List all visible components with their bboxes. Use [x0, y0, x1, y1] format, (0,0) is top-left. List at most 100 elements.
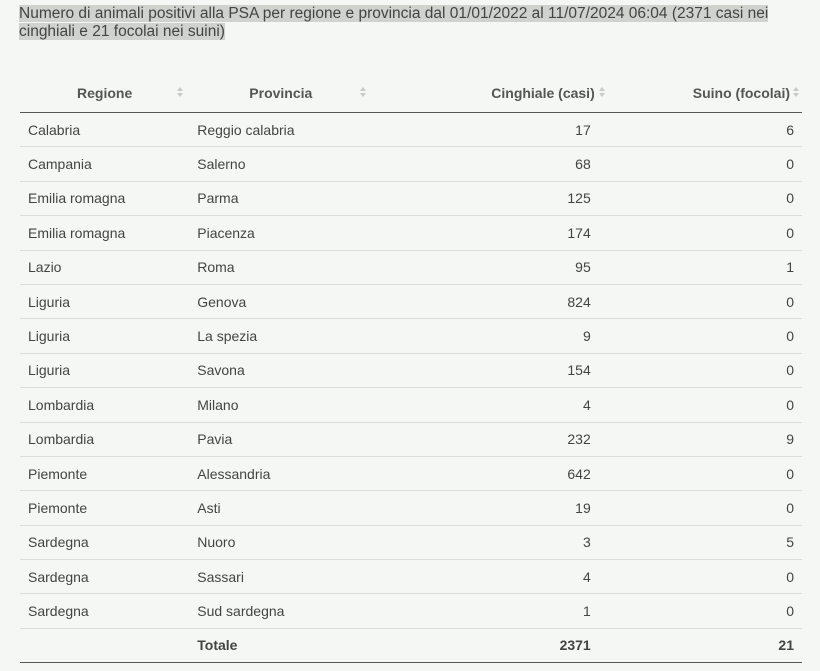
table-row: Calabria Reggio calabria 17 6: [20, 112, 802, 148]
table-row: Emilia romagna Piacenza 174 0: [20, 215, 802, 251]
table-row: Liguria La spezia 9 0: [20, 318, 802, 354]
table-header: Regione Provincia Cinghiale (casi) Suino…: [20, 74, 802, 113]
header-row: Regione Provincia Cinghiale (casi) Suino…: [20, 74, 802, 113]
cell-provincia: Parma: [189, 181, 373, 217]
cell-regione: Liguria: [20, 318, 190, 354]
cell-provincia: Reggio calabria: [189, 112, 373, 148]
cell-regione: Lombardia: [20, 422, 190, 457]
cell-regione: Liguria: [20, 284, 190, 320]
cell-suino: 0: [610, 490, 802, 526]
cell-cinghiale: 174: [372, 215, 611, 251]
header-regione[interactable]: Regione: [20, 74, 190, 113]
cell-regione: Sardegna: [20, 593, 190, 629]
cell-suino: 0: [610, 593, 802, 629]
cell-cinghiale: 1: [372, 593, 611, 629]
table-row: Lazio Roma 95 1: [20, 250, 802, 285]
sort-provincia-icon[interactable]: [360, 86, 368, 100]
header-suino-label: Suino (focolai): [692, 85, 790, 101]
cell-provincia: Sud sardegna: [189, 593, 373, 629]
cell-provincia: Alessandria: [189, 456, 373, 492]
cell-provincia: Asti: [189, 490, 373, 526]
header-cinghiale-label: Cinghiale (casi): [491, 85, 595, 101]
cell-regione: Piemonte: [20, 456, 190, 492]
cell-cinghiale: 9: [372, 318, 611, 354]
table-row: Sardegna Nuoro 3 5: [20, 525, 802, 561]
table-footer: Totale 2371 21: [20, 627, 802, 663]
cell-suino: 0: [610, 215, 802, 251]
cell-suino: 0: [610, 181, 802, 217]
cell-regione: Sardegna: [20, 525, 190, 561]
cell-regione: Campania: [20, 146, 190, 182]
cell-cinghiale: 68: [372, 146, 611, 182]
cell-cinghiale: 4: [372, 387, 611, 423]
cell-regione: Sardegna: [20, 559, 190, 595]
cell-cinghiale: 642: [372, 456, 611, 492]
cell-cinghiale: 232: [372, 422, 611, 457]
table-row: Sardegna Sud sardegna 1 0: [20, 593, 802, 629]
sort-suino-icon[interactable]: [793, 86, 801, 100]
cell-cinghiale: 19: [372, 490, 611, 526]
header-provincia[interactable]: Provincia: [189, 74, 373, 113]
cell-regione: Emilia romagna: [20, 215, 190, 251]
cell-regione: Lombardia: [20, 387, 190, 423]
header-regione-label: Regione: [77, 85, 133, 101]
cell-provincia: Salerno: [189, 146, 373, 182]
cell-suino: 1: [610, 250, 802, 285]
cell-cinghiale: 154: [372, 353, 611, 389]
cell-cinghiale: 95: [372, 250, 611, 285]
table-caption: Numero di animali positivi alla PSA per …: [19, 5, 779, 41]
cell-regione: Emilia romagna: [20, 181, 190, 217]
cell-suino: 0: [610, 559, 802, 595]
cell-provincia: Savona: [189, 353, 373, 389]
table-row: Piemonte Alessandria 642 0: [20, 456, 802, 492]
cell-provincia: Milano: [189, 387, 373, 423]
cell-suino: 0: [610, 456, 802, 492]
cell-provincia: Roma: [189, 250, 373, 285]
table-row: Lombardia Pavia 232 9: [20, 422, 802, 457]
cell-cinghiale: 824: [372, 284, 611, 320]
cell-suino: 0: [610, 146, 802, 182]
header-provincia-label: Provincia: [249, 85, 313, 101]
cell-regione: Lazio: [20, 250, 190, 285]
sort-regione-icon[interactable]: [177, 86, 185, 100]
cell-cinghiale: 125: [372, 181, 611, 217]
table-row: Piemonte Asti 19 0: [20, 490, 802, 526]
cell-suino: 6: [610, 112, 802, 148]
cell-provincia: Genova: [189, 284, 373, 320]
cell-suino: 0: [610, 318, 802, 354]
header-suino[interactable]: Suino (focolai): [610, 74, 802, 113]
header-cinghiale[interactable]: Cinghiale (casi): [372, 74, 611, 113]
sort-cinghiale-icon[interactable]: [598, 86, 607, 100]
table-row: Campania Salerno 68 0: [20, 146, 802, 182]
cell-suino: 9: [610, 422, 802, 457]
cell-provincia: Piacenza: [189, 215, 373, 251]
cell-provincia: Pavia: [189, 422, 373, 457]
psa-table: Regione Provincia Cinghiale (casi) Suino…: [20, 74, 802, 663]
cell-provincia: La spezia: [189, 318, 373, 354]
table-row: Emilia romagna Parma 125 0: [20, 181, 802, 217]
table-row: Liguria Savona 154 0: [20, 353, 802, 389]
total-cinghiale: 2371: [372, 627, 611, 663]
cell-cinghiale: 17: [372, 112, 611, 148]
total-suino: 21: [610, 627, 802, 663]
table-row: Sardegna Sassari 4 0: [20, 559, 802, 595]
total-regione: [20, 627, 190, 663]
cell-suino: 0: [610, 284, 802, 320]
caption-text: Numero di animali positivi alla PSA per …: [19, 5, 769, 40]
cell-provincia: Sassari: [189, 559, 373, 595]
table-row: Liguria Genova 824 0: [20, 284, 802, 320]
table-body: Calabria Reggio calabria 17 6 Campania Saler…: [20, 112, 802, 629]
total-label: Totale: [189, 627, 373, 663]
cell-cinghiale: 4: [372, 559, 611, 595]
cell-regione: Calabria: [20, 112, 190, 148]
cell-suino: 5: [610, 525, 802, 561]
cell-suino: 0: [610, 353, 802, 389]
table-row: Lombardia Milano 4 0: [20, 387, 802, 423]
cell-cinghiale: 3: [372, 525, 611, 561]
cell-provincia: Nuoro: [189, 525, 373, 561]
cell-suino: 0: [610, 387, 802, 423]
totals-row: Totale 2371 21: [20, 627, 802, 663]
cell-regione: Piemonte: [20, 490, 190, 526]
cell-regione: Liguria: [20, 353, 190, 389]
